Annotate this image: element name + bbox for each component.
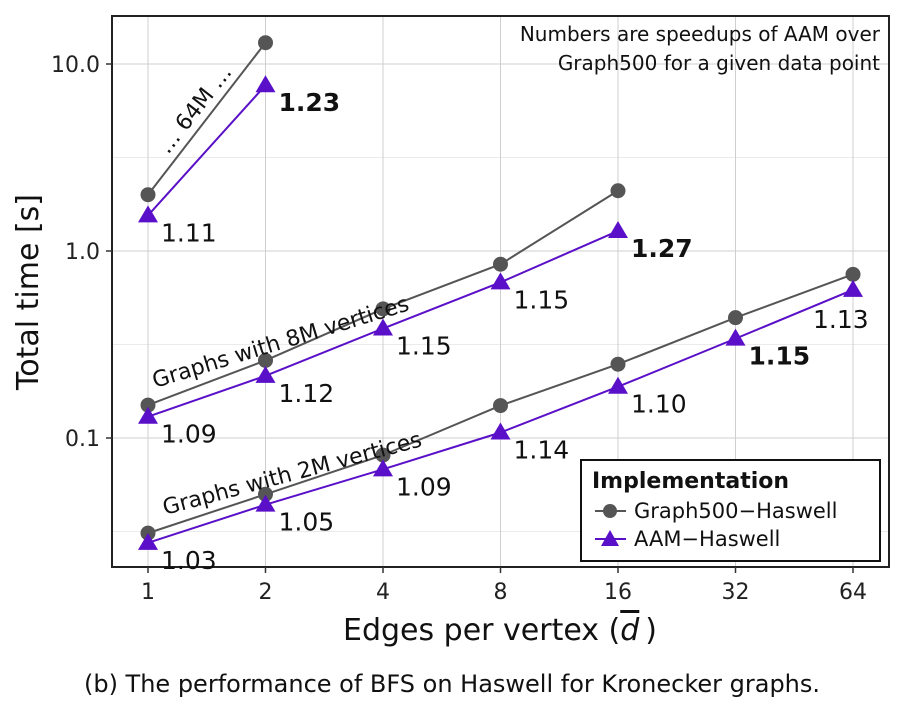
graph500-marker [375, 301, 391, 317]
figure-caption: (b) The performance of BFS on Haswell fo… [83, 670, 821, 698]
graph500-marker [375, 447, 391, 463]
aam-marker [490, 422, 511, 440]
speedup-label: 1.14 [514, 436, 570, 465]
speedup-label: 1.23 [279, 88, 341, 117]
aam-marker [255, 75, 276, 93]
graph500-marker [140, 187, 156, 203]
series-layer [138, 35, 863, 550]
graph500-marker [493, 398, 508, 414]
speedup-label: 1.09 [396, 472, 452, 501]
speedup-label: 1.05 [279, 508, 335, 537]
legend-label-graph500: Graph500−Haswell [634, 499, 837, 523]
aam-marker [725, 328, 746, 346]
aam-marker [843, 279, 863, 297]
aam-marker [138, 406, 158, 424]
chart: 1 2 4 8 16 32 64 0.11.010.0 1.111.231.091.121.… [11, 15, 890, 648]
graph500-marker [258, 352, 273, 368]
x-tick-label: 2 [259, 580, 273, 605]
y-tick-label: 0.1 [65, 427, 100, 452]
note-line-1: Numbers are speedups of AAM over [520, 22, 881, 46]
x-tick-label: 4 [376, 580, 390, 605]
note-line-2: Graph500 for a given data point [558, 51, 880, 75]
series-line [147, 42, 267, 196]
x-axis-title-close: ) [645, 613, 657, 648]
graph500-marker [258, 35, 273, 51]
aam-marker [138, 532, 158, 550]
speedup-label: 1.10 [631, 390, 687, 419]
x-axis-title-text: Edges per vertex ( [343, 613, 620, 648]
x-axis-title: Edges per vertex (d) [343, 613, 657, 648]
aam-marker [608, 376, 628, 394]
series-line [147, 84, 267, 217]
legend-label-aam: AAM−Haswell [634, 527, 780, 551]
aam-marker [608, 220, 628, 238]
y-axis-ticks: 0.1 1.0 10.0 [51, 53, 112, 452]
y-tick-label: 10.0 [51, 53, 100, 78]
speedup-label: 1.15 [514, 285, 570, 314]
legend-marker-aam [601, 530, 619, 546]
x-tick-label: 64 [839, 580, 867, 605]
x-axis-ticks: 1 2 4 8 16 32 64 [141, 567, 867, 605]
y-axis-title: Total time [s] [11, 194, 46, 391]
aam-marker [138, 205, 158, 223]
x-tick-label: 8 [494, 580, 508, 605]
graph500-marker [258, 486, 273, 502]
speedup-label: 1.27 [631, 234, 693, 263]
graph500-marker [140, 397, 156, 413]
x-axis-title-symbol: d [620, 613, 640, 648]
aam-marker [373, 318, 393, 336]
aam-marker [255, 494, 276, 512]
speedup-label: 1.15 [749, 342, 811, 371]
speedup-label: 1.13 [813, 305, 869, 334]
speedup-label: 1.15 [396, 332, 452, 361]
speedup-label: 1.09 [161, 420, 217, 449]
legend-title: Implementation [592, 469, 789, 494]
legend-marker-graph500 [603, 504, 617, 518]
legend: Implementation Graph500−Haswell AAM−Hasw… [580, 459, 881, 562]
graph500-marker [610, 183, 626, 199]
legend-box [580, 459, 881, 562]
graph500-marker [493, 256, 508, 272]
x-tick-label: 1 [141, 580, 155, 605]
speedup-label: 1.12 [279, 379, 335, 408]
x-tick-label: 16 [604, 580, 632, 605]
speedup-label: 1.11 [161, 218, 217, 247]
aam-marker [255, 365, 276, 383]
graph500-marker [728, 310, 743, 326]
x-tick-label: 32 [722, 580, 750, 605]
graph500-marker [610, 356, 626, 372]
y-tick-label: 1.0 [65, 240, 100, 265]
graph500-marker [845, 266, 861, 282]
aam-marker [373, 459, 393, 477]
speedup-label: 1.03 [161, 546, 217, 575]
aam-marker [490, 272, 511, 290]
data-labels: 1.11 1.23 1.09 1.12 1.15 1.15 1.27 1.03 1.05 1.09… [161, 88, 869, 575]
